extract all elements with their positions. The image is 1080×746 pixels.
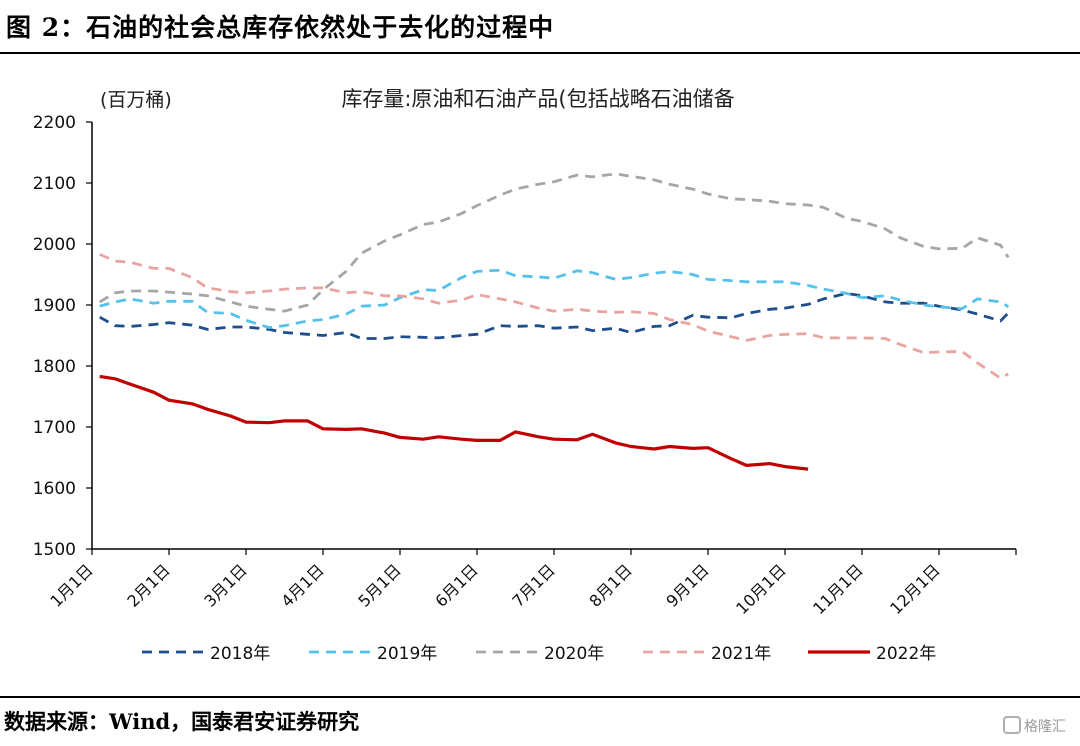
y-tick-label: 2000	[33, 235, 76, 255]
y-tick-label: 2200	[33, 113, 76, 133]
unit-label: (百万桶)	[100, 89, 172, 111]
y-tick-label: 1900	[33, 296, 76, 316]
x-tick-label: 8月1日	[585, 560, 635, 610]
x-tick-label: 3月1日	[200, 560, 250, 610]
legend: 2018年 2019年 2020年 2021年 2022年	[142, 644, 936, 664]
x-tick-label: 7月1日	[508, 560, 558, 610]
x-tick-label: 11月1日	[809, 560, 867, 618]
source-note: 数据来源：Wind，国泰君安证券研究	[4, 709, 360, 734]
x-tick-label: 10月1日	[732, 560, 790, 618]
y-tick-label: 1800	[33, 357, 76, 377]
series-line-0	[99, 291, 1010, 340]
legend-label-2: 2020年	[544, 644, 604, 664]
legend-label-3: 2021年	[711, 644, 771, 664]
series-line-2	[98, 172, 1010, 313]
y-tick-label: 1700	[33, 418, 76, 438]
series-line-4	[99, 374, 809, 471]
legend-label-1: 2019年	[377, 644, 437, 664]
x-tick-label: 5月1日	[354, 560, 404, 610]
title-rule	[0, 52, 1080, 54]
legend-label-0: 2018年	[210, 644, 270, 664]
y-tick-label: 1600	[33, 479, 76, 499]
legend-label-4: 2022年	[876, 644, 936, 664]
line-chart: (百万桶) 库存量:原油和石油产品(包括战略石油储备 1500160017001…	[33, 87, 1017, 664]
x-tick-label: 12月1日	[886, 560, 944, 618]
x-tick-label: 1月1日	[46, 560, 96, 610]
series-line-1	[99, 268, 1010, 330]
chart-title: 库存量:原油和石油产品(包括战略石油储备	[341, 87, 734, 111]
x-tick-label: 6月1日	[431, 560, 481, 610]
x-tick-label: 4月1日	[277, 560, 327, 610]
watermark-logo-icon	[1003, 716, 1021, 734]
y-tick-label: 1500	[33, 540, 76, 560]
axes: 1500 1600 1700 1800 1900 2000 2100 2200 1月1日 2月1日…	[33, 113, 1017, 618]
x-tick-label: 2月1日	[123, 560, 173, 610]
watermark: 格隆汇	[1003, 716, 1066, 736]
watermark-text: 格隆汇	[1024, 719, 1066, 735]
y-tick-label: 2100	[33, 174, 76, 194]
figure-title: 图 2：石油的社会总库存依然处于去化的过程中	[6, 13, 555, 42]
x-tick-label: 9月1日	[662, 560, 712, 610]
series-group	[98, 172, 1010, 471]
source-rule	[0, 696, 1080, 698]
series-line-3	[99, 253, 1009, 380]
